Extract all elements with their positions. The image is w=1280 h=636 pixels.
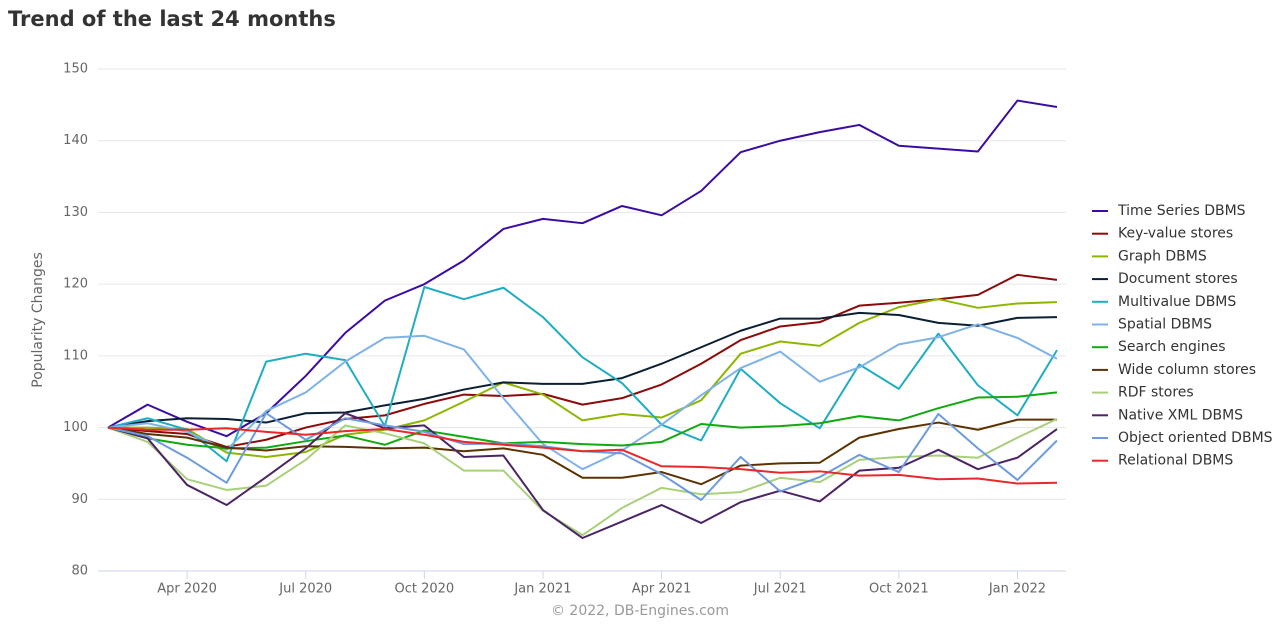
legend-label: Graph DBMS (1118, 248, 1207, 264)
legend-label: Spatial DBMS (1118, 317, 1212, 333)
x-tick-label: Oct 2021 (869, 582, 929, 597)
series-line (107, 323, 1058, 471)
series-line (107, 391, 1058, 450)
series-line (107, 99, 1058, 438)
y-tick-label: 150 (63, 62, 88, 77)
series-line (107, 273, 1058, 448)
x-tick-label: Jul 2020 (278, 582, 332, 597)
series-line (107, 426, 1058, 485)
legend-label: Key-value stores (1118, 226, 1233, 242)
chart-title: Trend of the last 24 months (8, 7, 336, 31)
y-tick-label: 120 (63, 277, 88, 292)
x-tick-label: Apr 2021 (632, 582, 692, 597)
credit: © 2022, DB-Engines.com (551, 603, 729, 619)
series-line (108, 298, 1058, 458)
legend-label: Time Series DBMS (1117, 203, 1246, 219)
legend-label: Wide column stores (1118, 362, 1256, 378)
y-tick-label: 130 (63, 205, 88, 220)
series-line (107, 418, 1057, 486)
x-tick-label: Apr 2020 (157, 582, 217, 597)
y-tick-label: 90 (71, 492, 88, 507)
legend-label: Multivalue DBMS (1118, 294, 1236, 310)
legend-label: Object oriented DBMS (1118, 430, 1273, 446)
x-tick-label: Jan 2021 (513, 582, 571, 597)
y-axis-label: Popularity Changes (30, 252, 46, 388)
legend-label: Search engines (1118, 339, 1226, 355)
y-tick-label: 100 (63, 420, 88, 435)
y-tick-label: 140 (63, 133, 88, 148)
x-tick-label: Oct 2020 (394, 582, 454, 597)
x-tick-label: Jan 2022 (988, 582, 1046, 597)
x-tick-label: Jul 2021 (753, 582, 807, 597)
y-tick-label: 80 (71, 564, 88, 579)
legend-label: RDF stores (1118, 385, 1194, 401)
series-line (107, 418, 1058, 537)
series-line (107, 311, 1058, 429)
legend-label: Native XML DBMS (1118, 407, 1243, 423)
legend-label: Relational DBMS (1118, 453, 1233, 469)
series-line (107, 412, 1058, 540)
series-line (107, 286, 1058, 463)
legend-label: Document stores (1118, 271, 1238, 287)
y-tick-label: 110 (63, 348, 88, 363)
